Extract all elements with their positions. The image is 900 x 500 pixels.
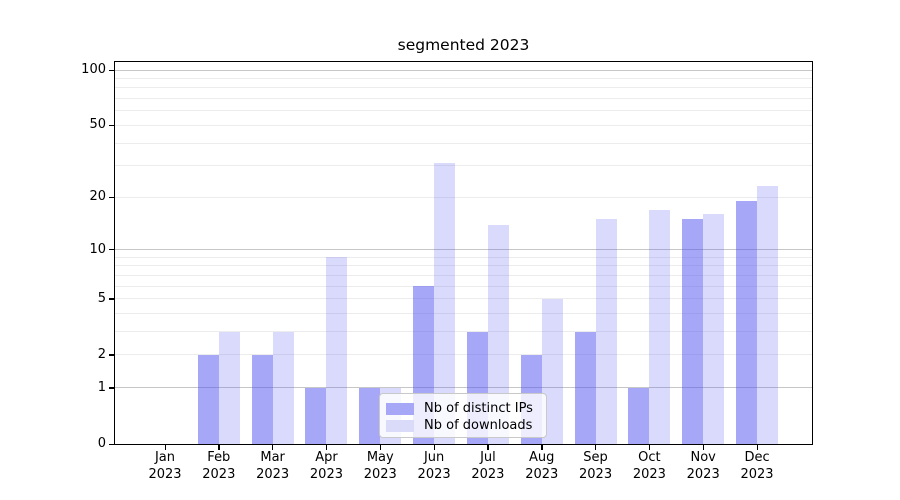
x-tick-label-dec: Dec 2023 <box>740 450 774 482</box>
y-tick-label-10: 10 <box>89 241 106 257</box>
legend-swatch-downloads <box>386 419 414 432</box>
gridline-minor-2 <box>115 354 812 356</box>
gridline-minor-70 <box>115 98 812 100</box>
x-tick-label-jul: Jul 2023 <box>471 450 505 482</box>
x-tick-may <box>379 445 382 450</box>
bar-downloads-feb <box>218 331 240 444</box>
gridline-major-100 <box>115 69 812 71</box>
x-tick-sep <box>595 445 597 450</box>
x-tick-apr <box>325 445 328 450</box>
gridline-minor-80 <box>115 87 812 89</box>
bar-downloads-sep <box>595 219 617 444</box>
bar-downloads-nov <box>703 214 725 444</box>
x-tick-label-oct: Oct 2023 <box>632 450 666 482</box>
x-tick-label-mar: Mar 2023 <box>256 450 290 482</box>
y-tick-label-100: 100 <box>81 62 106 77</box>
bar-distinct-ips-sep <box>574 331 596 444</box>
gridline-minor-3 <box>115 331 812 333</box>
x-tick-label-jun: Jun 2023 <box>417 450 451 482</box>
gridline-minor-7 <box>115 274 812 276</box>
x-tick-feb <box>218 445 220 450</box>
y-tick-50 <box>109 124 114 127</box>
x-tick-label-apr: Apr 2023 <box>309 450 343 482</box>
legend: Nb of distinct IPs Nb of downloads <box>379 393 547 438</box>
bar-downloads-jul <box>487 224 509 444</box>
x-tick-oct <box>648 445 651 450</box>
x-tick-jun <box>433 445 435 450</box>
gridline-minor-30 <box>115 165 812 167</box>
bar-downloads-dec <box>757 186 779 444</box>
bar-distinct-ips-nov <box>682 219 704 444</box>
x-tick-label-sep: Sep 2023 <box>579 450 613 482</box>
y-tick-0 <box>109 443 114 445</box>
gridline-minor-40 <box>115 142 812 144</box>
bar-downloads-oct <box>649 209 671 444</box>
legend-item-downloads: Nb of downloads <box>386 417 540 434</box>
y-tick-label-0: 0 <box>97 436 106 451</box>
bar-distinct-ips-apr <box>305 387 327 444</box>
x-tick-label-nov: Nov 2023 <box>686 450 720 482</box>
legend-label-downloads: Nb of downloads <box>424 418 533 433</box>
y-tick-label-20: 20 <box>89 189 106 205</box>
gridline-minor-50 <box>115 124 812 126</box>
x-tick-label-feb: Feb 2023 <box>202 450 236 482</box>
bar-downloads-apr <box>326 257 348 444</box>
y-tick-10 <box>109 249 114 251</box>
x-tick-nov <box>702 445 704 450</box>
chart-title: segmented 2023 <box>397 36 530 54</box>
gridline-minor-60 <box>115 110 812 112</box>
y-tick-1 <box>109 387 114 389</box>
x-tick-label-may: May 2023 <box>363 450 397 482</box>
x-tick-dec <box>756 445 758 450</box>
gridline-minor-4 <box>115 313 812 315</box>
y-tick-5 <box>109 298 114 300</box>
x-tick-label-jan: Jan 2023 <box>148 450 182 482</box>
bar-distinct-ips-mar <box>251 354 273 444</box>
bar-distinct-ips-dec <box>736 201 758 444</box>
bar-distinct-ips-feb <box>197 354 219 444</box>
gridline-minor-5 <box>115 298 812 300</box>
legend-item-distinct-ips: Nb of distinct IPs <box>386 400 540 417</box>
gridline-minor-8 <box>115 265 812 267</box>
legend-label-distinct-ips: Nb of distinct IPs <box>424 401 533 416</box>
bar-downloads-jun <box>434 163 456 444</box>
gridline-minor-90 <box>115 77 812 79</box>
gridline-minor-20 <box>115 196 812 198</box>
gridline-major-10 <box>115 249 812 251</box>
y-tick-label-2: 2 <box>97 346 106 362</box>
bar-distinct-ips-may <box>359 387 381 444</box>
gridline-minor-6 <box>115 285 812 287</box>
y-tick-20 <box>109 196 114 199</box>
bar-downloads-mar <box>272 331 294 444</box>
x-tick-mar <box>272 445 274 450</box>
legend-swatch-distinct-ips <box>386 402 414 415</box>
bar-distinct-ips-oct <box>628 387 650 444</box>
gridline-minor-9 <box>115 256 812 258</box>
plot-area <box>114 61 813 445</box>
x-tick-label-aug: Aug 2023 <box>525 450 559 482</box>
y-tick-100 <box>109 69 114 71</box>
gridline-major-1 <box>115 387 812 389</box>
y-tick-label-50: 50 <box>89 117 106 133</box>
x-tick-jan <box>164 445 166 450</box>
y-tick-2 <box>109 354 114 356</box>
y-tick-label-1: 1 <box>97 379 106 395</box>
y-tick-label-5: 5 <box>97 290 106 306</box>
x-tick-aug <box>541 445 543 450</box>
x-tick-jul <box>487 445 489 450</box>
